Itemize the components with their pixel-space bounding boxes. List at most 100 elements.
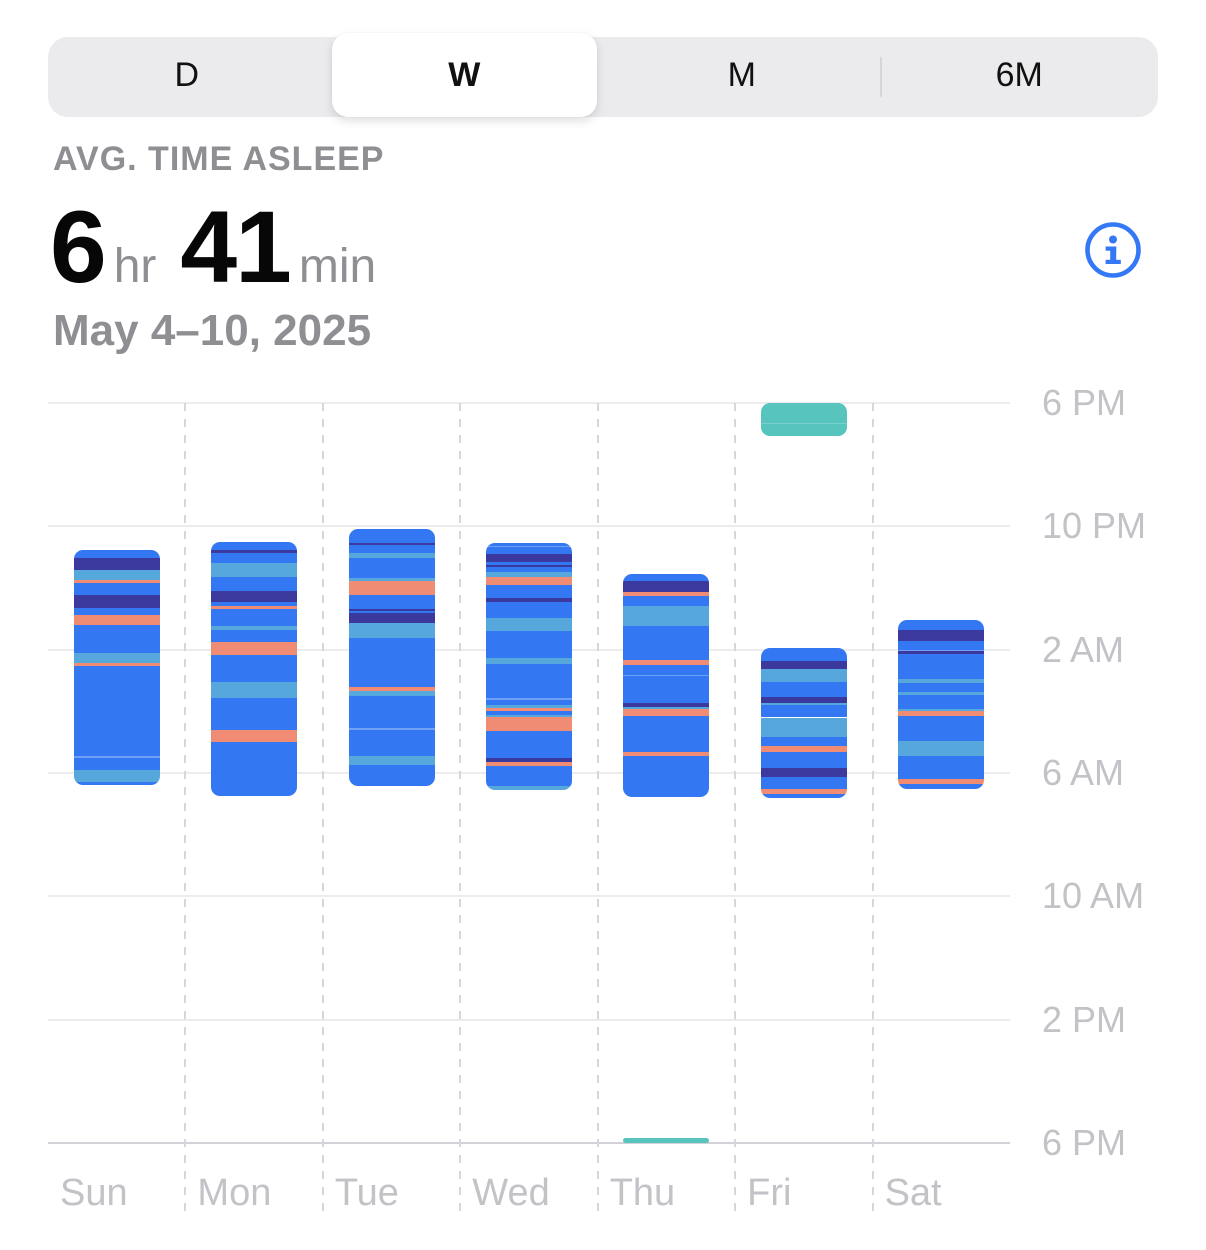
sleep-bar-sun[interactable]: [73, 549, 160, 785]
sleep-segment-core: [486, 730, 572, 759]
day-separator: [321, 403, 324, 1218]
sleep-segment-core: [73, 758, 160, 770]
sleep-segment-core: [211, 741, 298, 797]
sleep-segment-rem: [623, 606, 710, 626]
sleep-segment-deep: [760, 696, 847, 703]
segmented-option-w[interactable]: W: [448, 55, 481, 94]
time-range-segmented-control[interactable]: D W M 6M: [48, 33, 1158, 117]
sleep-segment-rem: [73, 652, 160, 663]
sleep-segment-awake: [73, 579, 160, 583]
sleep-segment-nap: [760, 424, 847, 436]
sleep-segment-core: [486, 567, 572, 573]
day-separator: [871, 403, 874, 1218]
sleep-segment-core: [73, 582, 160, 596]
sleep-segment-core: [760, 752, 847, 769]
sleep-segment-core: [623, 676, 710, 704]
grid-line: [48, 1018, 1010, 1021]
sleep-bar-mon[interactable]: [211, 541, 298, 797]
sleep-segment-core: [486, 585, 572, 598]
sleep-segment-core: [486, 546, 572, 555]
sleep-segment-core: [348, 529, 435, 544]
avg-time-asleep-label: AVG. TIME ASLEEP: [53, 140, 385, 178]
sleep-segment-core_light: [623, 674, 710, 677]
sleep-segment-deep: [623, 703, 710, 707]
sleep-segment-core: [623, 715, 710, 753]
hours-unit: hr: [113, 240, 157, 293]
grid-line: [48, 1142, 1010, 1144]
sleep-segment-deep: [486, 597, 572, 603]
sleep-segment-rem: [760, 702, 847, 706]
sleep-segment-rem: [348, 552, 435, 558]
sleep-segment-core: [348, 557, 435, 579]
grid-line: [48, 895, 1010, 898]
sleep-segment-rem: [898, 740, 985, 757]
sleep-segment-core: [623, 665, 710, 675]
sleep-segment-core: [348, 544, 435, 553]
sleep-segment-core: [623, 596, 710, 607]
sleep-segment-core: [898, 653, 985, 680]
sleep-segment-rem: [211, 626, 298, 631]
sleep-segment-deep: [348, 608, 435, 612]
sleep-segment-rem: [73, 570, 160, 580]
sleep-segment-core: [348, 611, 435, 614]
sleep-segment-core: [486, 710, 572, 715]
sleep-segment-rem: [348, 690, 435, 696]
sleep-segment-core: [211, 541, 298, 550]
sleep-segment-core: [898, 694, 985, 710]
day-label-tue: Tue: [334, 1172, 399, 1214]
sleep-segment-core: [211, 553, 298, 564]
sleep-segment-deep: [760, 768, 847, 778]
sleep-bar-thu[interactable]: [623, 1137, 710, 1143]
sleep-segment-rem: [211, 563, 298, 577]
sleep-segment-deep: [73, 595, 160, 609]
date-range-label: May 4–10, 2025: [53, 306, 372, 355]
sleep-segment-awake: [623, 659, 710, 666]
sleep-segment-awake: [486, 707, 572, 711]
sleep-segment-core: [623, 756, 710, 797]
day-label-wed: Wed: [472, 1172, 550, 1214]
grid-line: [48, 525, 1010, 528]
sleep-segment-core: [760, 737, 847, 746]
sleep-segment-rem: [898, 679, 985, 683]
y-axis-label: 2 AM: [1042, 628, 1125, 670]
sleep-segment-deep: [486, 554, 572, 563]
y-axis-label: 6 PM: [1042, 382, 1127, 423]
sleep-segment-rem: [211, 681, 298, 699]
sleep-segment-rem: [623, 706, 710, 710]
sleep-segment-deep: [348, 543, 435, 545]
sleep-segment-nap: [623, 1137, 710, 1143]
sleep-segment-deep: [486, 758, 572, 763]
sleep-segment-deep: [486, 564, 572, 568]
day-label-mon: Mon: [197, 1172, 272, 1214]
segmented-option-d[interactable]: D: [174, 55, 200, 94]
sleep-segment-deep: [760, 660, 847, 670]
sleep-bar-sat[interactable]: [898, 619, 985, 789]
sleep-bar-fri[interactable]: [760, 648, 847, 799]
sleep-segment-core: [486, 700, 572, 706]
sleep-segment-core: [486, 631, 572, 658]
sleep-segment-core: [760, 705, 847, 718]
sleep-bar-thu[interactable]: [623, 573, 710, 797]
minutes-value: 41: [180, 190, 291, 304]
segmented-selected-pill: [331, 33, 597, 117]
avg-time-asleep-value: 6 hr 41 min: [50, 190, 376, 304]
sleep-segment-rem: [486, 705, 572, 708]
hours-value: 6: [50, 190, 107, 304]
sleep-bar-fri[interactable]: [760, 403, 847, 436]
sleep-segment-awake: [898, 711, 985, 716]
sleep-segment-core_light: [348, 728, 435, 730]
sleep-segment-awake: [348, 580, 435, 596]
sleep-segment-awake: [73, 663, 160, 667]
sleep-segment-awake: [486, 717, 572, 731]
segmented-option-6m[interactable]: 6M: [995, 55, 1043, 94]
segmented-option-m[interactable]: M: [727, 55, 756, 94]
sleep-segment-deep: [211, 549, 298, 554]
sleep-segment-awake: [898, 779, 985, 784]
sleep-segment-awake: [348, 686, 435, 691]
sleep-segment-awake: [760, 745, 847, 753]
sleep-bar-wed[interactable]: [486, 543, 572, 790]
day-label-sun: Sun: [60, 1172, 128, 1214]
sleep-segment-core: [73, 666, 160, 757]
info-button[interactable]: [1082, 219, 1144, 281]
sleep-bar-tue[interactable]: [348, 529, 435, 786]
